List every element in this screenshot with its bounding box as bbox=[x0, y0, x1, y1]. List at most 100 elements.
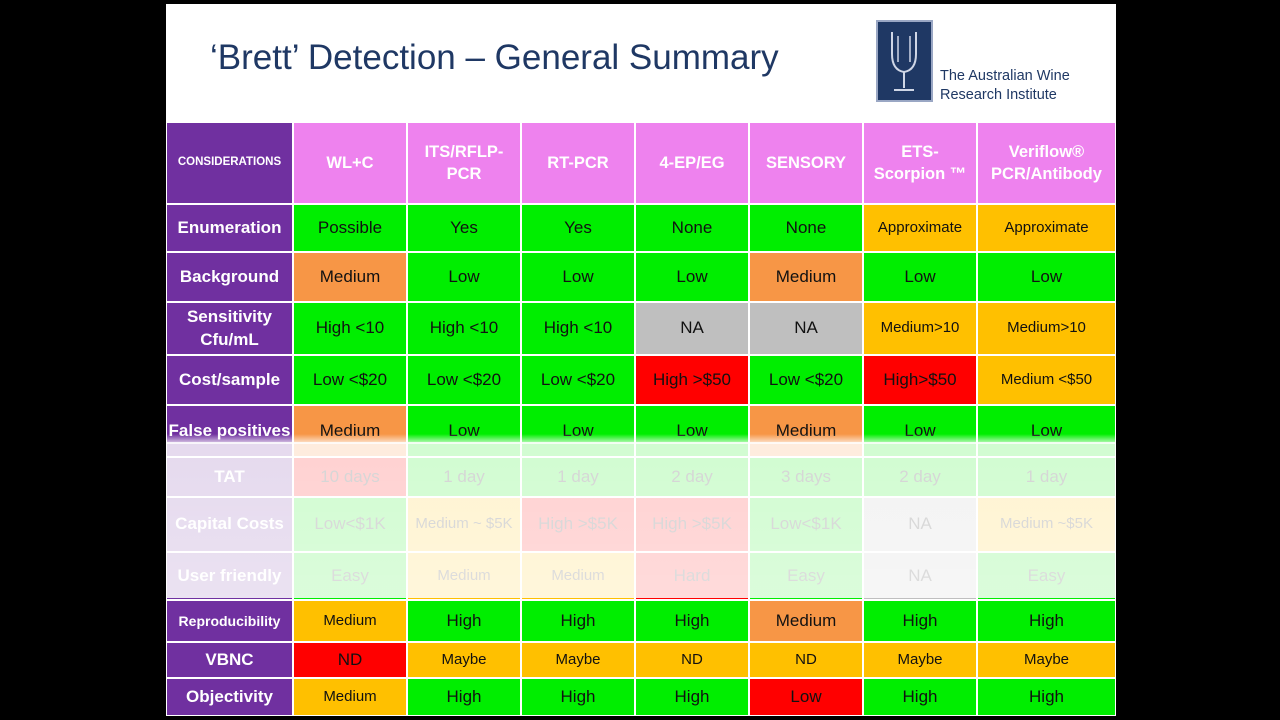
column-header-line: SENSORY bbox=[765, 153, 847, 172]
table-cell: Yes bbox=[407, 204, 521, 252]
table-cell-text: Medium bbox=[775, 610, 837, 630]
table-cell-text: Low<$1K bbox=[314, 514, 386, 534]
row-label-text: Objectivity bbox=[186, 686, 273, 706]
table-cell: High bbox=[977, 678, 1116, 716]
column-header: RT-PCR bbox=[521, 122, 635, 204]
table-cell: Medium bbox=[293, 600, 407, 642]
wine-glass-icon bbox=[891, 32, 917, 91]
table-cell: 3 days bbox=[749, 457, 863, 497]
table-cell: Low bbox=[863, 405, 977, 457]
table-cell: ND bbox=[635, 642, 749, 678]
table-cell: Medium bbox=[407, 552, 521, 600]
table-cell-text: Medium>10 bbox=[880, 319, 960, 337]
table-cell: High >$5K bbox=[635, 497, 749, 552]
table-cell-text: Low bbox=[904, 420, 936, 440]
table-cell-text: Hard bbox=[673, 565, 711, 585]
table-cell-text: Low bbox=[448, 266, 480, 286]
table-cell-text: High >$50 bbox=[653, 369, 731, 389]
column-header-line: ETS- bbox=[901, 142, 939, 161]
table-cell-text: None bbox=[785, 217, 827, 237]
table-cell: High bbox=[863, 600, 977, 642]
table-cell: High >$5K bbox=[521, 497, 635, 552]
table-cell-text: Medium ~ $5K bbox=[415, 515, 513, 533]
table-cell: Low <$20 bbox=[293, 355, 407, 405]
table-cell: 1 day bbox=[407, 457, 521, 497]
table-cell: High bbox=[635, 600, 749, 642]
row-label: Enumeration bbox=[166, 204, 293, 252]
table-cell: High bbox=[521, 678, 635, 716]
table-cell: Medium bbox=[521, 552, 635, 600]
table-cell: Low<$1K bbox=[293, 497, 407, 552]
table-cell: Low <$20 bbox=[521, 355, 635, 405]
table-cell-text: None bbox=[671, 217, 713, 237]
row-label: User friendly bbox=[166, 552, 293, 600]
table-cell-text: Yes bbox=[450, 217, 478, 237]
table-cell: High bbox=[521, 600, 635, 642]
table-cell-text: Medium <$50 bbox=[1000, 370, 1093, 388]
table-cell-text: 10 days bbox=[320, 466, 380, 486]
table-cell: NA bbox=[749, 302, 863, 355]
table-cell: Low bbox=[977, 405, 1116, 457]
table-cell: Medium bbox=[749, 405, 863, 457]
table-cell-text: High bbox=[446, 686, 482, 706]
awri-logo-icon bbox=[876, 20, 933, 102]
table-cell: Low bbox=[521, 405, 635, 457]
table-cell-text: NA bbox=[908, 565, 932, 585]
column-header-line: ITS/RFLP- bbox=[424, 142, 504, 161]
table-cell-text: High bbox=[674, 686, 710, 706]
row-label: Capital Costs bbox=[166, 497, 293, 552]
table-cell: Medium bbox=[749, 252, 863, 302]
column-header: WL+C bbox=[293, 122, 407, 204]
table-cell-text: Low <$20 bbox=[540, 369, 616, 389]
table-cell: Low<$1K bbox=[749, 497, 863, 552]
table-cell-text: High bbox=[560, 686, 596, 706]
table-cell: Yes bbox=[521, 204, 635, 252]
table-cell: Low bbox=[977, 252, 1116, 302]
table-cell-text: High <10 bbox=[315, 318, 385, 338]
table-cell-text: High >$5K bbox=[538, 514, 618, 534]
table-cell-text: High>$50 bbox=[883, 369, 957, 389]
table-cell: Medium <$50 bbox=[977, 355, 1116, 405]
slide-title: ‘Brett’ Detection – General Summary bbox=[210, 38, 779, 77]
table-cell: ND bbox=[293, 642, 407, 678]
logo-line-1: The Australian Wine bbox=[940, 68, 1070, 84]
row-label-text: False positives bbox=[168, 420, 291, 440]
row-label-text: Cost/sample bbox=[178, 369, 281, 389]
table-cell-text: Low<$1K bbox=[770, 514, 842, 534]
row-label: Cost/sample bbox=[166, 355, 293, 405]
column-header: ITS/RFLP- PCR bbox=[407, 122, 521, 204]
table-cell-text: NA bbox=[908, 514, 932, 534]
table-cell: Low bbox=[635, 252, 749, 302]
column-header: ETS- Scorpion ™ bbox=[863, 122, 977, 204]
table-cell-text: Approximate bbox=[1004, 218, 1089, 236]
row-label-text: User friendly bbox=[177, 565, 282, 585]
table-cell-text: Easy bbox=[787, 565, 825, 585]
table-cell-text: Low bbox=[676, 420, 708, 440]
table-cell-text: Possible bbox=[317, 217, 383, 237]
table-cell-text: Low bbox=[562, 266, 594, 286]
row-label: VBNC bbox=[166, 642, 293, 678]
table-cell: Approximate bbox=[863, 204, 977, 252]
table-cell: High bbox=[863, 678, 977, 716]
table-cell: Low bbox=[407, 252, 521, 302]
table-cell: Easy bbox=[749, 552, 863, 600]
table-cell: Maybe bbox=[977, 642, 1116, 678]
table-cell: Maybe bbox=[407, 642, 521, 678]
row-label-text: Sensitivity Cfu/mL bbox=[186, 306, 273, 349]
table-cell-text: Low bbox=[1030, 420, 1063, 440]
table-cell: Hard bbox=[635, 552, 749, 600]
table-cell: High bbox=[635, 678, 749, 716]
table-cell: NA bbox=[635, 302, 749, 355]
table-cell-text: Medium bbox=[775, 420, 837, 440]
table-cell-text: 2 day bbox=[671, 466, 713, 486]
column-header-line: RT-PCR bbox=[547, 153, 609, 172]
row-label: Sensitivity Cfu/mL bbox=[166, 302, 293, 355]
table-cell: Low <$20 bbox=[407, 355, 521, 405]
table-cell: 1 day bbox=[521, 457, 635, 497]
table-cell-text: Low bbox=[676, 266, 708, 286]
table-cell-text: Low bbox=[790, 686, 822, 706]
table-cell: Medium bbox=[293, 252, 407, 302]
table-cell-text: High bbox=[446, 610, 482, 630]
table-cell: Medium bbox=[293, 405, 407, 457]
table-cell-text: Easy bbox=[1027, 565, 1066, 585]
